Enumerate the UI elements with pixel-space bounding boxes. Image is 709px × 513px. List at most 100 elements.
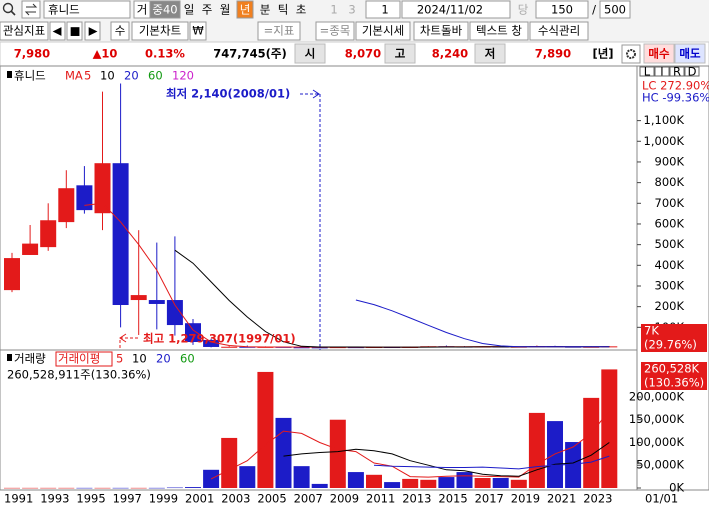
side-tag-box[interactable]: [669, 66, 685, 77]
axis-panel: [636, 65, 709, 491]
toolbar-button[interactable]: [529, 21, 589, 41]
quote-cell[interactable]: [643, 43, 675, 64]
toolbar-button[interactable]: [469, 21, 529, 41]
toolbar-button[interactable]: [355, 21, 411, 41]
candle-body: [40, 220, 57, 248]
toolbar-item: 월: [220, 3, 231, 17]
quote-value: 8,240: [432, 47, 468, 61]
y-tick-label: 100,000K: [629, 435, 685, 449]
last-volume-change: (130.36%): [644, 376, 704, 390]
toolbar-button[interactable]: [413, 21, 469, 41]
search-icon[interactable]: [2, 2, 16, 16]
toolbar-item: 150: [551, 3, 573, 17]
volume-bar: [239, 466, 256, 488]
quote-value: 8,070: [345, 47, 381, 61]
toolbar-button[interactable]: [84, 21, 101, 41]
toolbar-button[interactable]: [49, 21, 66, 41]
side-tag: R: [673, 65, 681, 79]
legend-entry: 5: [84, 69, 91, 83]
volume-bar: [311, 483, 328, 488]
moving-average: [210, 410, 610, 480]
candle-body: [58, 188, 75, 223]
quote-value: 7,980: [14, 47, 50, 61]
volume-bar: [4, 487, 20, 489]
volume-bar: [329, 419, 346, 488]
side-tag: L: [644, 65, 651, 79]
toolbar-button-label: 수식관리: [538, 24, 580, 38]
candle-body: [203, 339, 220, 347]
swap-icon[interactable]: [21, 0, 41, 19]
volume-bar: [130, 487, 147, 489]
gear-icon[interactable]: [621, 44, 641, 64]
candle-body: [311, 347, 328, 349]
toolbar-button[interactable]: [189, 21, 207, 41]
volume-bar: [275, 417, 292, 488]
candle-body: [293, 347, 310, 349]
volume-bar: [76, 487, 93, 489]
volume-bar: [112, 487, 129, 489]
toolbar-button-label: ₩: [192, 24, 204, 38]
toolbar-button-label: ◀: [53, 24, 62, 38]
toolbar-button[interactable]: [110, 21, 130, 41]
legend-entry: 60: [148, 69, 163, 83]
volume-bar: [40, 487, 57, 489]
toolbar-item: 분: [260, 3, 271, 17]
toolbar-box[interactable]: [401, 0, 511, 19]
volume-bar: [366, 474, 382, 488]
toolbar-button[interactable]: [0, 21, 49, 41]
x-tick-label: 1991: [4, 492, 33, 506]
toolbar-button[interactable]: [66, 21, 83, 41]
toolbar-box[interactable]: [599, 0, 631, 19]
quote-cell: [294, 43, 326, 64]
candle-body: [112, 163, 129, 306]
toolbar-item: 3: [348, 3, 355, 17]
y-tick-label: 1,000K: [644, 134, 685, 148]
annotation-high: 최고 1,279,307(1997/01): [143, 332, 296, 346]
side-tag-box[interactable]: [684, 66, 700, 77]
side-tag: I: [660, 65, 663, 79]
y-tick-label: 300K: [655, 278, 685, 292]
toolbar-item: 당: [518, 3, 529, 17]
toolbar-item: 년: [240, 3, 251, 17]
toolbar-box[interactable]: [365, 0, 401, 19]
legend-ma: 거래이평: [58, 352, 100, 366]
volume-bar: [22, 487, 39, 489]
toolbar-item: 2024/11/02: [417, 3, 483, 17]
date-label: 01/01: [645, 492, 678, 506]
toolbar-button[interactable]: [257, 21, 301, 41]
legend-entry: 20: [124, 69, 139, 83]
quote-value: 시: [305, 47, 316, 61]
lc-label: LC 272.90%: [642, 79, 709, 93]
side-tag-box[interactable]: [639, 66, 655, 77]
x-tick-label: 2011: [366, 492, 395, 506]
x-tick-label: 1999: [149, 492, 178, 506]
volume-bar: [420, 479, 437, 488]
legend-entry: 5: [116, 352, 123, 366]
moving-average: [355, 299, 610, 348]
moving-average: [373, 455, 610, 470]
quote-value: ▲10: [93, 47, 118, 61]
x-tick-label: 2009: [330, 492, 359, 506]
candle-body: [185, 323, 201, 343]
toolbar-button-label: 기본차트: [139, 24, 181, 38]
toolbar-box[interactable]: [236, 0, 254, 19]
toolbar-button[interactable]: [131, 21, 189, 41]
volume-bar: [221, 437, 238, 488]
volume-bar: [293, 466, 310, 488]
toolbar-button[interactable]: [315, 21, 355, 41]
y-tick-label: 0K: [669, 481, 684, 495]
candle-body: [22, 243, 39, 255]
y-tick-label: 50,000K: [636, 458, 684, 472]
candle-body: [76, 185, 93, 211]
x-tick-label: 1993: [40, 492, 69, 506]
toolbar-box[interactable]: [535, 0, 589, 19]
quote-cell: [474, 43, 506, 64]
toolbar-box[interactable]: [149, 0, 181, 19]
volume-bar: [474, 477, 491, 488]
y-tick-label: 500K: [655, 237, 685, 251]
y-tick-label: 200K: [655, 299, 685, 313]
last-price: 7K: [644, 324, 659, 338]
side-tag-box[interactable]: [654, 66, 670, 77]
toolbar-box[interactable]: [43, 0, 131, 19]
quote-cell[interactable]: [674, 43, 706, 64]
